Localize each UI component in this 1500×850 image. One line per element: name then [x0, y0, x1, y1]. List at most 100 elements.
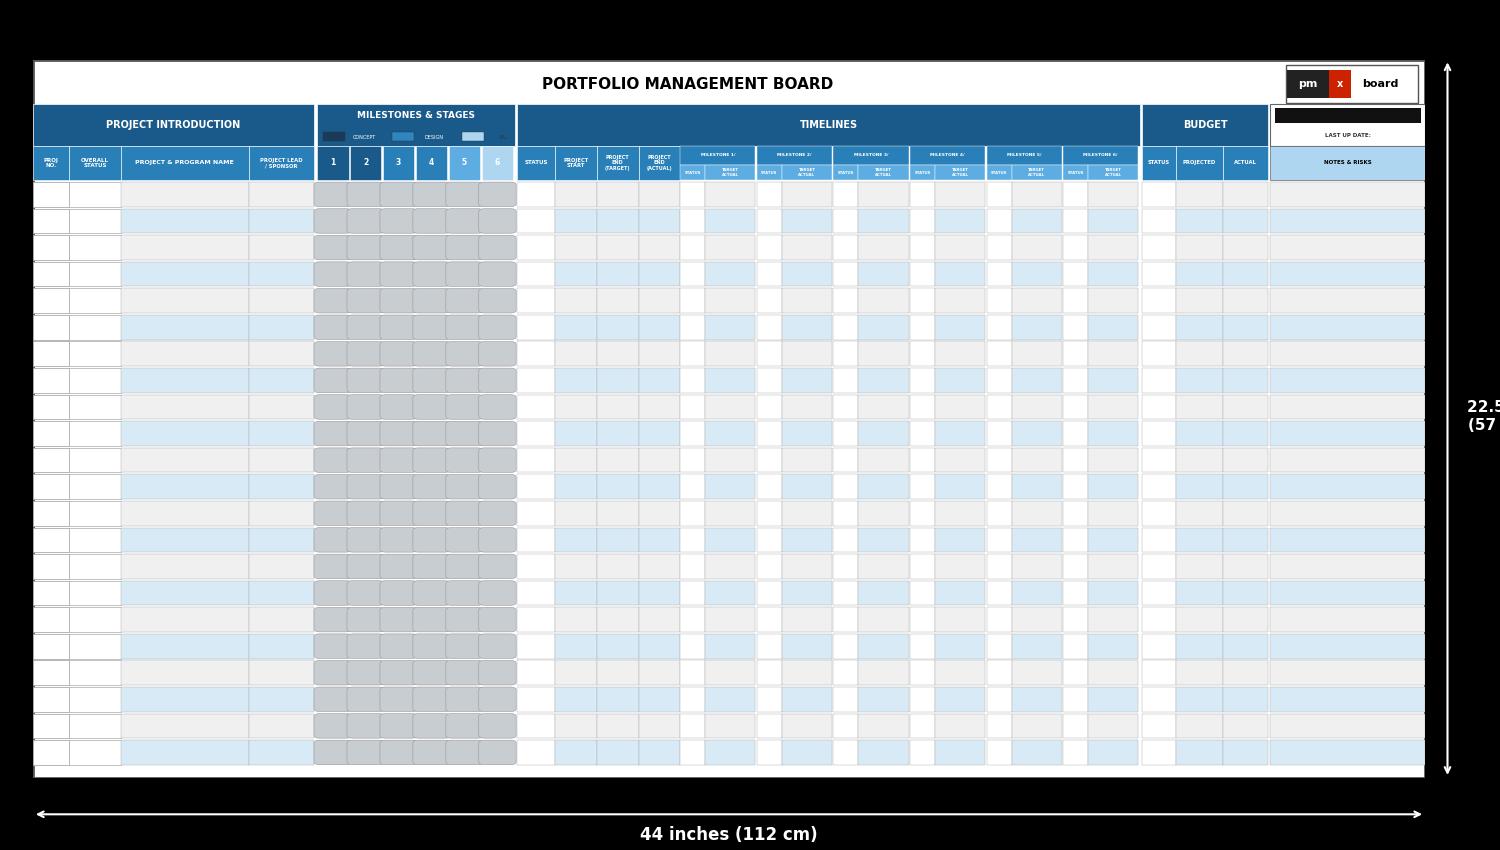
Bar	[1143, 607, 1176, 632]
Bar	[1143, 262, 1176, 286]
Bar	[555, 581, 597, 605]
Bar	[1270, 634, 1425, 659]
Bar	[934, 208, 986, 233]
Bar	[1176, 607, 1222, 632]
Bar	[555, 314, 597, 340]
FancyBboxPatch shape	[346, 660, 384, 685]
Text: TARGET
ACTUAL: TARGET ACTUAL	[1104, 168, 1122, 177]
Bar	[33, 342, 69, 366]
Bar	[1270, 394, 1425, 419]
Bar	[69, 342, 120, 366]
Bar	[1143, 448, 1176, 473]
Bar	[681, 288, 705, 313]
Bar	[639, 528, 681, 552]
Text: VAL: VAL	[500, 134, 508, 139]
Bar	[1088, 235, 1138, 260]
Bar	[834, 474, 858, 499]
Bar	[1222, 554, 1268, 579]
Bar	[249, 687, 314, 711]
FancyBboxPatch shape	[446, 528, 483, 552]
Text: MILESTONES & STAGES: MILESTONES & STAGES	[357, 111, 476, 120]
Bar	[681, 474, 705, 499]
Bar	[910, 528, 934, 552]
FancyBboxPatch shape	[478, 607, 516, 632]
Text: PROJECT & PROGRAM NAME: PROJECT & PROGRAM NAME	[135, 161, 234, 166]
FancyBboxPatch shape	[346, 342, 384, 366]
FancyBboxPatch shape	[478, 288, 516, 313]
Bar	[782, 288, 832, 313]
Bar	[834, 448, 858, 473]
Bar	[33, 368, 69, 393]
Bar	[518, 422, 555, 446]
FancyBboxPatch shape	[446, 740, 483, 765]
FancyBboxPatch shape	[478, 262, 516, 286]
Bar	[1011, 235, 1062, 260]
Bar	[597, 208, 639, 233]
Bar	[705, 607, 756, 632]
FancyBboxPatch shape	[380, 474, 417, 499]
Bar	[834, 394, 858, 419]
Bar	[1064, 501, 1088, 525]
Bar	[1270, 581, 1425, 605]
Bar	[782, 528, 832, 552]
Bar	[987, 501, 1011, 525]
Bar	[782, 235, 832, 260]
Bar	[758, 740, 782, 765]
Bar	[758, 208, 782, 233]
Bar	[782, 314, 832, 340]
FancyBboxPatch shape	[478, 634, 516, 659]
Bar	[681, 262, 705, 286]
Bar	[1088, 581, 1138, 605]
FancyBboxPatch shape	[380, 714, 417, 738]
Bar	[782, 208, 832, 233]
Bar	[934, 262, 986, 286]
Bar	[120, 740, 249, 765]
FancyBboxPatch shape	[346, 235, 384, 260]
Bar	[858, 607, 909, 632]
Bar	[597, 422, 639, 446]
Bar	[758, 660, 782, 685]
Text: STATUS: STATUS	[915, 171, 930, 174]
Bar	[639, 342, 681, 366]
FancyBboxPatch shape	[380, 660, 417, 685]
Bar	[597, 182, 639, 207]
Bar	[1176, 394, 1222, 419]
Bar	[1064, 448, 1088, 473]
Bar	[1064, 634, 1088, 659]
FancyBboxPatch shape	[380, 581, 417, 605]
Bar	[249, 342, 314, 366]
Bar	[1176, 687, 1222, 711]
Bar	[705, 740, 756, 765]
FancyBboxPatch shape	[346, 687, 384, 711]
FancyBboxPatch shape	[446, 235, 483, 260]
Bar	[758, 394, 782, 419]
Bar	[834, 634, 858, 659]
FancyBboxPatch shape	[413, 581, 450, 605]
Bar	[597, 368, 639, 393]
Bar	[316, 104, 514, 145]
Text: STATUS: STATUS	[525, 161, 548, 166]
Bar	[681, 145, 756, 165]
FancyBboxPatch shape	[413, 474, 450, 499]
FancyBboxPatch shape	[314, 634, 351, 659]
Bar	[249, 501, 314, 525]
Bar	[1143, 314, 1176, 340]
FancyBboxPatch shape	[478, 528, 516, 552]
Bar	[858, 235, 909, 260]
Bar	[910, 182, 934, 207]
Bar	[858, 182, 909, 207]
Bar	[1222, 660, 1268, 685]
FancyBboxPatch shape	[446, 288, 483, 313]
FancyBboxPatch shape	[478, 687, 516, 711]
FancyBboxPatch shape	[380, 448, 417, 473]
Bar	[1176, 528, 1222, 552]
Bar	[120, 368, 249, 393]
FancyBboxPatch shape	[346, 528, 384, 552]
Bar	[1143, 182, 1176, 207]
Bar	[1176, 368, 1222, 393]
Bar	[316, 145, 348, 180]
Bar	[705, 581, 756, 605]
Bar	[639, 145, 681, 180]
FancyBboxPatch shape	[413, 528, 450, 552]
Bar	[1088, 448, 1138, 473]
